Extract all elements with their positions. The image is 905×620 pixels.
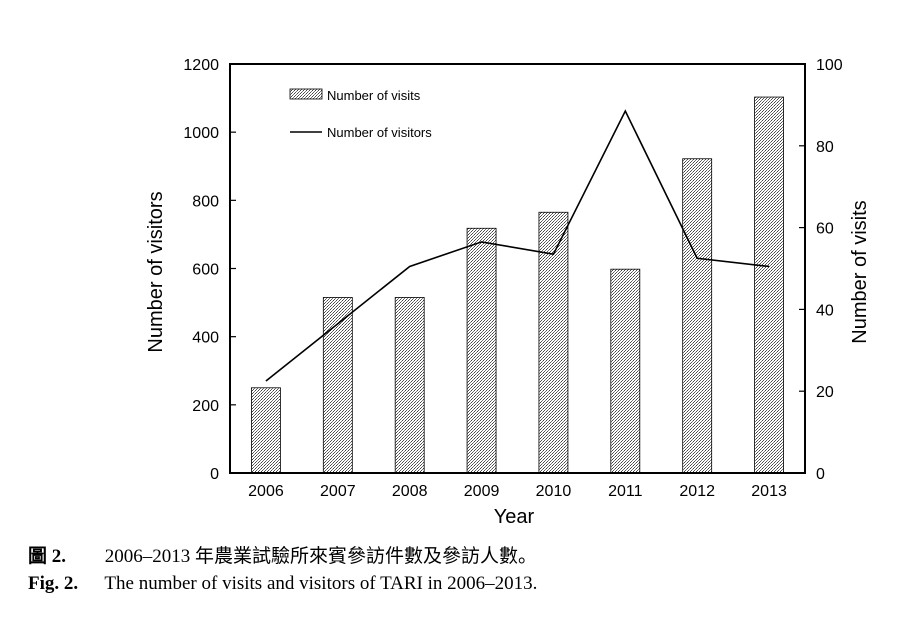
bar-2011	[610, 268, 641, 474]
y-tick-label-1200: 1200	[183, 57, 219, 74]
x-axis-title: Year	[494, 506, 535, 528]
y2-tick-label-20: 20	[816, 384, 834, 401]
legend-label-visits: Number of visits	[327, 88, 421, 103]
y2-tick-label-40: 40	[816, 302, 834, 319]
bar-2008	[394, 297, 425, 474]
x-tick-label-2006: 2006	[248, 483, 284, 500]
caption-chinese-text: 2006–2013 年農業試驗所來賓參訪件數及參訪人數。	[104, 546, 538, 567]
combo-chart: 0 200 400 600 800 1000 1200 0 20 40 60 80 100 2006 200…	[145, 57, 871, 528]
caption-english-text: The number of visits and visitors of TAR…	[104, 573, 538, 594]
bar-2006	[251, 387, 281, 474]
y-tick-label-200: 200	[192, 398, 219, 415]
x-tick-label-2012: 2012	[679, 483, 715, 500]
y-axis-title-left: Number of visitors	[145, 191, 167, 352]
visitors-line	[265, 109, 770, 382]
x-tick-label-2009: 2009	[464, 483, 500, 500]
plot-frame	[229, 63, 806, 474]
bar-2013	[754, 96, 784, 474]
caption-chinese-label: 圖 2.	[28, 546, 67, 567]
bar-2010	[538, 211, 569, 474]
x-tick-label-2008: 2008	[392, 483, 428, 500]
y2-tick-label-60: 60	[816, 221, 834, 238]
x-tick-label-2013: 2013	[751, 483, 787, 500]
caption-chinese: 圖 2. 2006–2013 年農業試驗所來賓參訪件數及參訪人數。	[28, 541, 537, 568]
y-tick-label-600: 600	[192, 262, 219, 279]
y-tick-label-800: 800	[192, 193, 219, 210]
y-tick-label-400: 400	[192, 330, 219, 347]
y-tick-label-1000: 1000	[183, 125, 219, 142]
x-tick-label-2011: 2011	[608, 483, 643, 500]
bar-2012	[682, 158, 713, 474]
legend-label-visitors: Number of visitors	[327, 125, 432, 140]
x-tick-label-2007: 2007	[320, 483, 356, 500]
y2-tick-label-100: 100	[816, 57, 843, 74]
y-axis-title-right: Number of visits	[849, 200, 871, 343]
x-tick-label-2010: 2010	[536, 483, 572, 500]
y-tick-label-0: 0	[210, 466, 219, 483]
caption-english: Fig. 2. The number of visits and visitor…	[28, 573, 537, 595]
y2-tick-label-80: 80	[816, 139, 834, 156]
bar-2009	[466, 227, 497, 474]
bar-2007	[322, 297, 353, 474]
caption-english-label: Fig. 2.	[28, 573, 79, 594]
y2-tick-label-0: 0	[816, 466, 825, 483]
legend-bar-swatch	[289, 88, 323, 100]
